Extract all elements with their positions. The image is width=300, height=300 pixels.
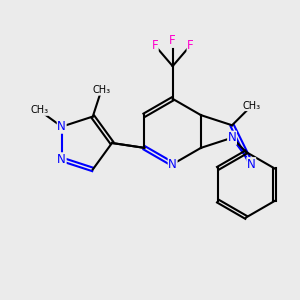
Text: CH₃: CH₃ [243,100,261,111]
Text: CH₃: CH₃ [30,105,48,115]
Text: N: N [228,131,236,144]
Text: CH₃: CH₃ [92,85,110,95]
Text: N: N [57,120,66,133]
Text: F: F [169,34,176,47]
Text: N: N [57,153,66,166]
Text: N: N [168,158,177,171]
Text: N: N [247,158,256,171]
Text: F: F [152,39,158,52]
Text: F: F [187,39,194,52]
